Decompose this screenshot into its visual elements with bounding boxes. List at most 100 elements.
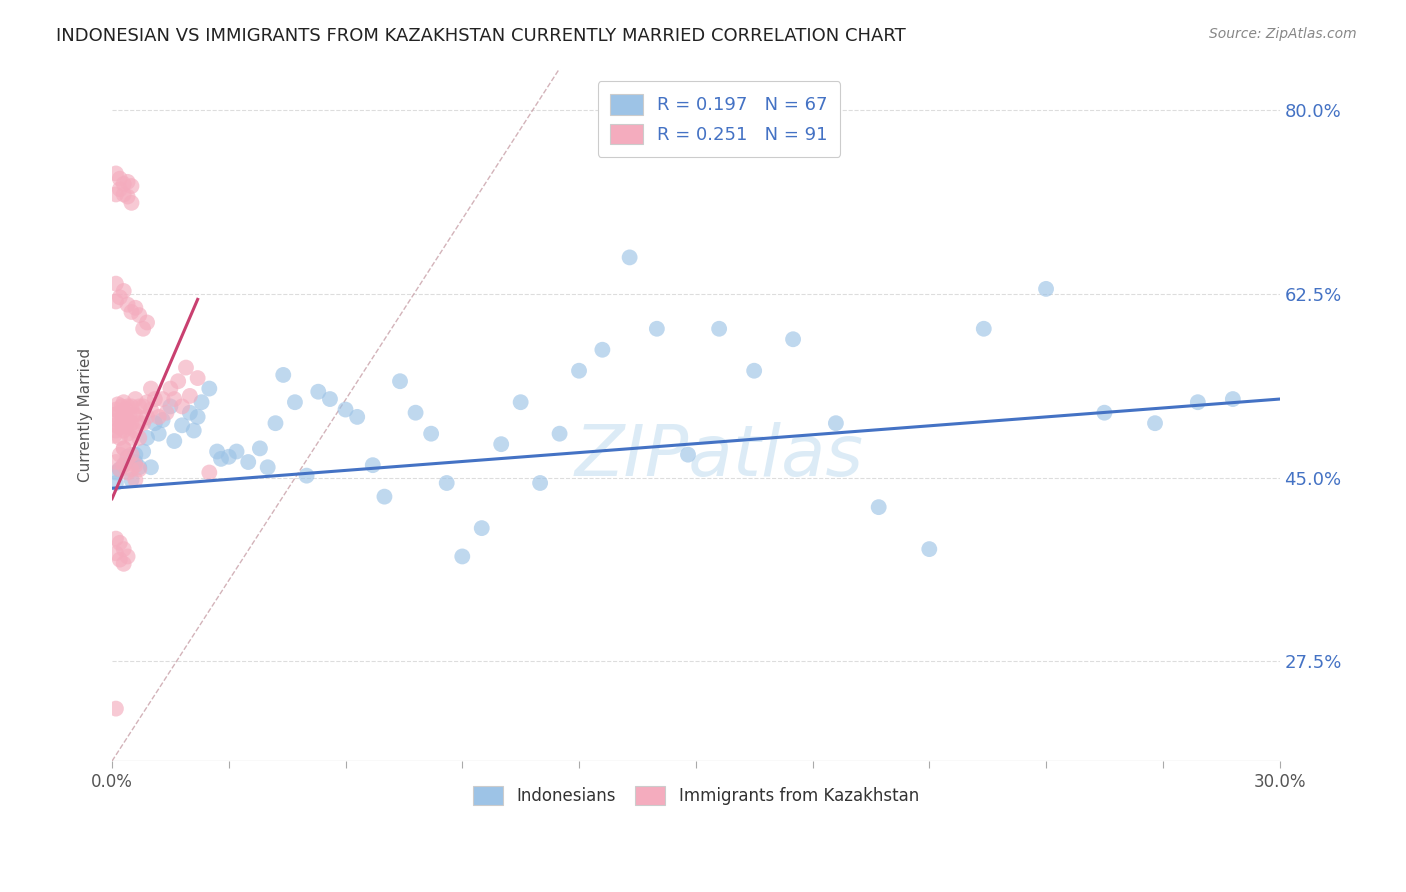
Point bbox=[346, 409, 368, 424]
Point bbox=[108, 462, 131, 476]
Point bbox=[163, 392, 186, 406]
Point bbox=[108, 448, 131, 462]
Point bbox=[198, 382, 221, 396]
Point bbox=[112, 395, 135, 409]
Point bbox=[128, 431, 150, 445]
Point bbox=[122, 408, 145, 422]
Point bbox=[108, 290, 131, 304]
Point bbox=[238, 455, 260, 469]
Point bbox=[104, 187, 127, 202]
Y-axis label: Currently Married: Currently Married bbox=[79, 348, 93, 482]
Point bbox=[1222, 392, 1244, 406]
Point bbox=[108, 431, 131, 445]
Point bbox=[117, 549, 139, 564]
Point bbox=[295, 468, 318, 483]
Point bbox=[107, 413, 129, 427]
Point bbox=[112, 458, 135, 472]
Point bbox=[128, 308, 150, 322]
Point bbox=[868, 500, 890, 515]
Point bbox=[139, 382, 162, 396]
Point bbox=[117, 400, 139, 414]
Point bbox=[225, 444, 247, 458]
Point bbox=[124, 458, 146, 472]
Point bbox=[108, 552, 131, 566]
Point bbox=[111, 400, 134, 414]
Point bbox=[121, 462, 143, 476]
Legend: Indonesians, Immigrants from Kazakhstan: Indonesians, Immigrants from Kazakhstan bbox=[463, 776, 929, 815]
Point bbox=[319, 392, 342, 406]
Point bbox=[128, 400, 150, 414]
Point bbox=[124, 424, 146, 438]
Point bbox=[132, 416, 155, 430]
Point bbox=[103, 408, 125, 422]
Point bbox=[112, 542, 135, 557]
Point bbox=[973, 322, 995, 336]
Point bbox=[256, 460, 278, 475]
Point bbox=[373, 490, 395, 504]
Point bbox=[117, 466, 139, 480]
Text: Source: ZipAtlas.com: Source: ZipAtlas.com bbox=[1209, 27, 1357, 41]
Point bbox=[117, 450, 139, 464]
Point bbox=[108, 420, 131, 434]
Point bbox=[918, 542, 941, 557]
Text: INDONESIAN VS IMMIGRANTS FROM KAZAKHSTAN CURRENTLY MARRIED CORRELATION CHART: INDONESIAN VS IMMIGRANTS FROM KAZAKHSTAN… bbox=[56, 27, 905, 45]
Point bbox=[174, 360, 197, 375]
Point bbox=[114, 402, 136, 417]
Point bbox=[529, 475, 551, 490]
Point bbox=[117, 426, 139, 441]
Point bbox=[104, 294, 127, 309]
Point bbox=[471, 521, 494, 535]
Point bbox=[128, 462, 150, 476]
Point bbox=[187, 409, 209, 424]
Point bbox=[591, 343, 613, 357]
Point bbox=[117, 298, 139, 312]
Point bbox=[148, 409, 170, 424]
Point bbox=[117, 451, 139, 466]
Point bbox=[108, 182, 131, 196]
Point bbox=[187, 371, 209, 385]
Point bbox=[104, 166, 127, 180]
Point bbox=[112, 284, 135, 298]
Point bbox=[1187, 395, 1209, 409]
Point bbox=[121, 179, 143, 194]
Point bbox=[124, 448, 146, 462]
Point bbox=[148, 426, 170, 441]
Point bbox=[645, 322, 668, 336]
Point bbox=[420, 426, 443, 441]
Point bbox=[198, 466, 221, 480]
Point bbox=[143, 392, 166, 406]
Point bbox=[108, 406, 131, 420]
Point bbox=[121, 305, 143, 319]
Point bbox=[132, 322, 155, 336]
Point bbox=[218, 450, 240, 464]
Point bbox=[121, 400, 143, 414]
Point bbox=[112, 458, 135, 472]
Point bbox=[108, 462, 131, 476]
Point bbox=[112, 187, 135, 202]
Point bbox=[136, 409, 159, 424]
Point bbox=[118, 420, 141, 434]
Point bbox=[209, 451, 232, 466]
Point bbox=[568, 364, 591, 378]
Point bbox=[190, 395, 212, 409]
Point bbox=[509, 395, 531, 409]
Point bbox=[136, 431, 159, 445]
Point bbox=[155, 406, 177, 420]
Point bbox=[117, 189, 139, 203]
Point bbox=[124, 301, 146, 315]
Point bbox=[361, 458, 384, 472]
Point bbox=[548, 426, 571, 441]
Point bbox=[170, 400, 193, 414]
Point bbox=[118, 408, 141, 422]
Point bbox=[112, 442, 135, 456]
Point bbox=[139, 402, 162, 417]
Point bbox=[128, 416, 150, 430]
Point bbox=[108, 536, 131, 550]
Point bbox=[121, 473, 143, 487]
Point bbox=[825, 416, 848, 430]
Point bbox=[121, 448, 143, 462]
Point bbox=[619, 251, 641, 265]
Point bbox=[205, 444, 228, 458]
Point bbox=[179, 406, 201, 420]
Point bbox=[128, 460, 150, 475]
